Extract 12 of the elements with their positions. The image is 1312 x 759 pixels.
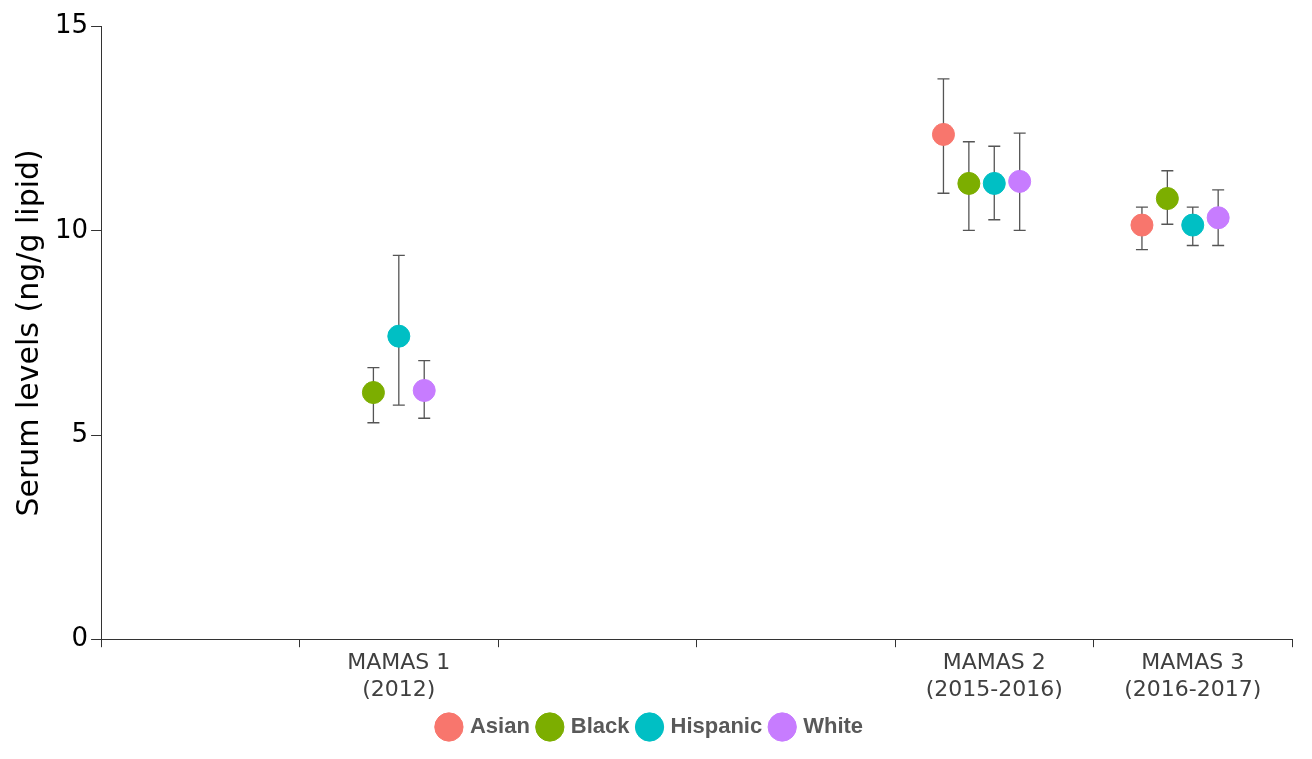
legend-label: Asian	[469, 713, 530, 739]
legend-label: Black	[570, 713, 631, 739]
y-tick-label: 10	[54, 213, 89, 244]
x-tick-label: MAMAS 2 (2015-2016)	[925, 649, 1063, 701]
x-tick-label: MAMAS 3 (2016-2017)	[1124, 649, 1262, 701]
legend-label: White	[803, 713, 864, 739]
y-tick-label: 0	[71, 621, 89, 652]
x-tick-label: MAMAS 1 (2012)	[347, 649, 451, 701]
legend-label: Hispanic	[670, 713, 763, 739]
y-tick-label: 15	[54, 9, 89, 40]
y-axis-title: Serum levels (ng/g lipid)	[9, 149, 45, 517]
y-tick-label: 5	[71, 417, 89, 448]
